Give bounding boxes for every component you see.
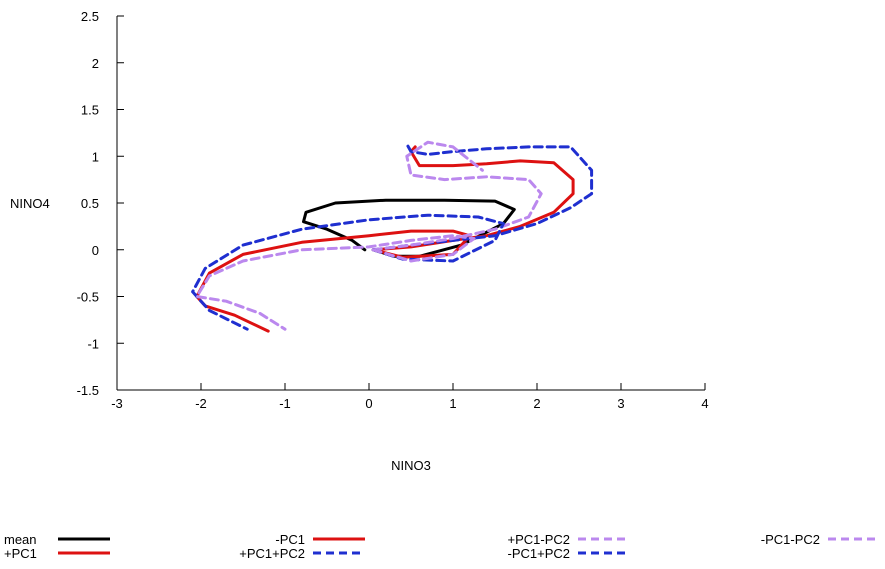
x-axis-title: NINO3: [391, 458, 431, 473]
x-tick-label: 3: [617, 396, 624, 411]
legend-entry: +PC1+PC2: [239, 546, 365, 561]
legend-entry: +PC1: [4, 546, 110, 561]
y-axis-title: NINO4: [10, 196, 50, 211]
y-tick-label: 2.5: [81, 9, 99, 24]
legend-label: +PC1+PC2: [239, 546, 305, 561]
legend-label: mean: [4, 532, 37, 547]
series-line-pluspc1pluspc2: [371, 142, 594, 252]
x-tick-label: 1: [449, 396, 456, 411]
y-tick-label: 1.5: [81, 103, 99, 118]
y-tick-label: -1.5: [77, 383, 99, 398]
legend-entry: +PC1-PC2: [508, 532, 630, 547]
legend-entry: -PC1-PC2: [761, 532, 880, 547]
legend-label: +PC1: [4, 546, 37, 561]
legend-label: -PC1: [275, 532, 305, 547]
series-line-minuspc1minuspc2: [195, 234, 476, 331]
y-tick-label: 0: [92, 243, 99, 258]
y-tick-label: 1: [92, 149, 99, 164]
legend-entry: -PC1: [275, 532, 365, 547]
x-tick-label: 0: [365, 396, 372, 411]
series-line-pluspc1minuspc2: [371, 140, 543, 252]
x-tick-label: -3: [111, 396, 123, 411]
y-tick-label: 0.5: [81, 196, 99, 211]
y-tick-label: -0.5: [77, 290, 99, 305]
legend-entry: -PC1+PC2: [508, 546, 630, 561]
legend-label: -PC1+PC2: [508, 546, 571, 561]
x-tick-label: -2: [195, 396, 207, 411]
x-tick-label: -1: [279, 396, 291, 411]
ticks: -3 -2 -1 0 1 2 3 4 2.5 2 1.5 1 0.5 0 -0.5 -1 -1.5: [77, 9, 709, 411]
series-line-minuspc1: [195, 229, 472, 333]
legend: mean+PC1 -PC1+PC1+PC2 +PC1-PC2-PC1+PC2 -PC1…: [4, 532, 880, 561]
x-tick-label: 4: [701, 396, 708, 411]
axes: [116, 16, 705, 391]
x-tick-label: 2: [533, 396, 540, 411]
series-layer: [191, 140, 594, 333]
legend-entry: mean: [4, 532, 110, 547]
y-tick-label: -1: [87, 336, 99, 351]
y-tick-label: 2: [92, 56, 99, 71]
series-line-minuspc1pluspc2: [191, 213, 505, 331]
legend-label: -PC1-PC2: [761, 532, 820, 547]
legend-label: +PC1-PC2: [508, 532, 571, 547]
